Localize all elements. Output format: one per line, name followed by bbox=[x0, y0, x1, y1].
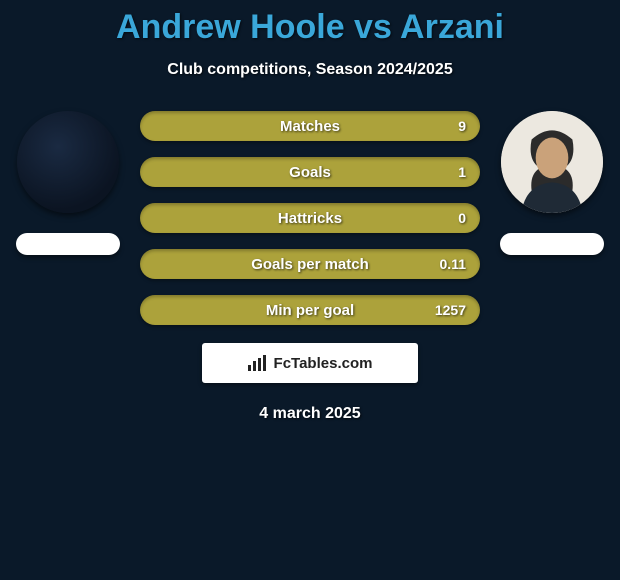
stat-bar: Hattricks 0 bbox=[140, 203, 480, 233]
attribution-text: FcTables.com bbox=[274, 355, 373, 372]
stat-bar: Matches 9 bbox=[140, 111, 480, 141]
stat-value-right: 0 bbox=[458, 210, 466, 226]
stat-label: Goals per match bbox=[251, 256, 369, 273]
stat-bar: Goals 1 bbox=[140, 157, 480, 187]
content-row: Matches 9 Goals 1 Hattricks 0 Goals per match 0… bbox=[0, 111, 620, 325]
stat-value-right: 0.11 bbox=[440, 256, 466, 272]
stat-value-right: 1257 bbox=[435, 302, 466, 318]
bar-chart-icon bbox=[248, 355, 268, 371]
player-left-column bbox=[8, 111, 128, 255]
stat-value-right: 1 bbox=[458, 164, 466, 180]
subtitle: Club competitions, Season 2024/2025 bbox=[0, 61, 620, 79]
comparison-card: Andrew Hoole vs Arzani Club competitions… bbox=[0, 0, 620, 423]
stat-label: Hattricks bbox=[278, 210, 342, 227]
player-right-avatar bbox=[501, 111, 603, 213]
stats-column: Matches 9 Goals 1 Hattricks 0 Goals per match 0… bbox=[128, 111, 492, 325]
player-left-avatar bbox=[17, 111, 119, 213]
stat-bar: Min per goal 1257 bbox=[140, 295, 480, 325]
attribution-badge[interactable]: FcTables.com bbox=[202, 343, 418, 383]
stat-label: Goals bbox=[289, 164, 331, 181]
stat-label: Min per goal bbox=[266, 302, 354, 319]
player-left-nation-pill bbox=[16, 233, 120, 255]
stat-bar: Goals per match 0.11 bbox=[140, 249, 480, 279]
person-icon bbox=[501, 111, 603, 213]
stat-value-right: 9 bbox=[458, 118, 466, 134]
player-right-column bbox=[492, 111, 612, 255]
page-title: Andrew Hoole vs Arzani bbox=[0, 8, 620, 47]
stat-label: Matches bbox=[280, 118, 340, 135]
date-label: 4 march 2025 bbox=[0, 405, 620, 423]
player-right-nation-pill bbox=[500, 233, 604, 255]
